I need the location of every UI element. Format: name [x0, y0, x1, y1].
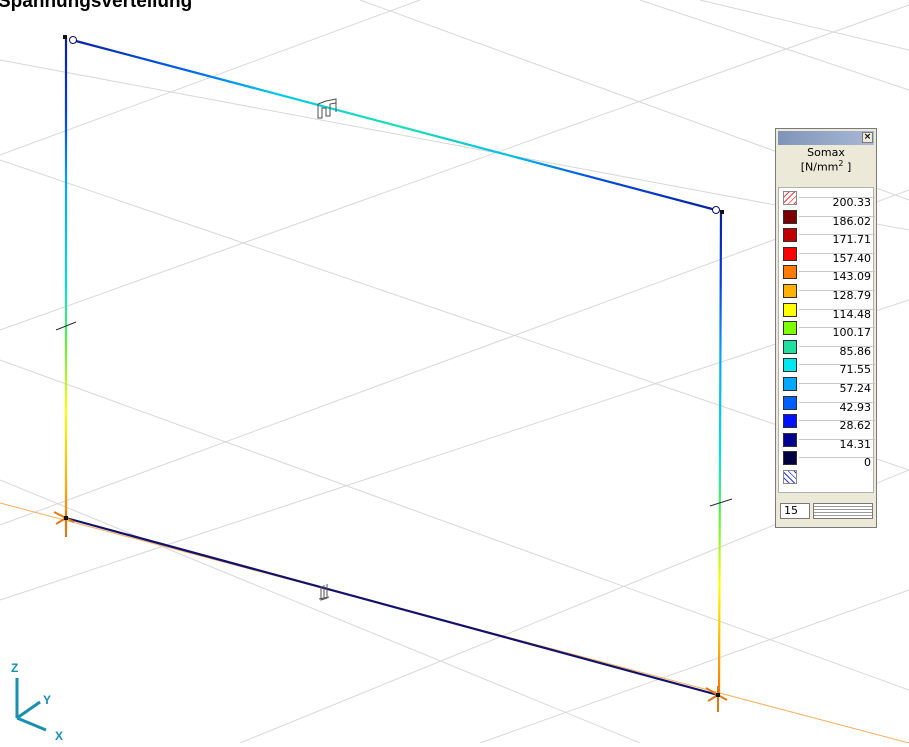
color-legend-panel[interactable]: × Somax [N/mm2 ] 200.33 186.02 171.71 157.4…: [775, 128, 877, 528]
legend-divider: [799, 364, 875, 366]
legend-unit-sup: 2: [838, 159, 844, 168]
legend-row: 14.31: [783, 432, 875, 451]
node-left-base: [64, 516, 68, 520]
legend-value: 28.62: [839, 419, 872, 433]
legend-swatch[interactable]: [783, 246, 797, 261]
legend-row: 71.55: [783, 357, 875, 377]
legend-divider: [799, 438, 875, 440]
legend-swatch[interactable]: [783, 377, 797, 391]
legend-heading: Somax: [807, 146, 845, 159]
legend-row: 200.33: [783, 190, 875, 209]
legend-divider: [799, 420, 875, 422]
legend-row: 100.17: [783, 320, 875, 340]
legend-divider: [799, 457, 875, 459]
legend-divider: [799, 234, 875, 236]
legend-swatch[interactable]: [783, 302, 797, 317]
legend-swatch-end[interactable]: [783, 470, 797, 484]
legend-divider: [799, 308, 875, 310]
legend-value: 128.79: [832, 289, 872, 302]
legend-row-end: [783, 469, 875, 486]
legend-divider: [799, 252, 875, 254]
axis-y-label: Y: [43, 693, 51, 707]
legend-swatch[interactable]: [783, 451, 797, 466]
legend-value: 200.33: [832, 196, 872, 209]
legend-row: 85.86: [783, 339, 875, 358]
legend-swatch[interactable]: [783, 191, 797, 205]
legend-value: 0: [864, 456, 871, 470]
legend-row: 157.40: [783, 246, 875, 265]
legend-value: 14.31: [839, 437, 872, 451]
legend-swatch[interactable]: [783, 339, 797, 354]
legend-swatch[interactable]: [783, 358, 797, 373]
hinge-markers: [63, 35, 724, 214]
frame-members[interactable]: [64, 38, 723, 697]
section-symbol-top-icon[interactable]: [317, 98, 337, 119]
legend-row: 143.09: [783, 264, 875, 284]
legend-value: 171.71: [832, 233, 872, 247]
member-ticks: [55, 321, 733, 507]
legend-unit-suffix: ]: [843, 160, 852, 174]
legend-swatch[interactable]: [783, 209, 797, 224]
legend-row: 57.24: [783, 376, 875, 395]
legend-unit-prefix: [N/mm: [800, 160, 839, 174]
support-left-icon: [53, 511, 75, 537]
legend-value: 71.55: [839, 363, 872, 377]
legend-row: 0: [783, 450, 875, 470]
legend-value: 114.48: [832, 307, 872, 321]
legend-divider: [799, 345, 875, 347]
legend-row: 114.48: [783, 302, 875, 321]
legend-scale: 200.33 186.02 171.71 157.40 143.09 128.79 114.…: [778, 187, 875, 493]
legend-value: 157.40: [832, 251, 872, 265]
legend-value: 100.17: [832, 326, 872, 340]
node-right-base: [716, 693, 720, 697]
legend-divider: [799, 197, 875, 198]
legend-divider: [799, 383, 875, 384]
axis-z-label: Z: [11, 661, 18, 675]
legend-value: 42.93: [839, 400, 872, 414]
color-count-input[interactable]: 15: [780, 503, 810, 519]
close-icon[interactable]: ×: [862, 132, 873, 143]
legend-row: 128.79: [783, 283, 875, 302]
legend-divider: [799, 290, 875, 291]
legend-row: 171.71: [783, 227, 875, 247]
legend-value: 186.02: [832, 214, 872, 228]
legend-swatch[interactable]: [783, 414, 797, 429]
legend-value: 85.86: [839, 344, 872, 358]
legend-footer: 15: [778, 502, 874, 520]
bottom-beam[interactable]: [65, 516, 719, 697]
legend-unit: [N/mm2 ]: [776, 158, 876, 174]
legend-swatch[interactable]: [783, 265, 797, 280]
axis-x-label: X: [55, 729, 63, 743]
legend-swatch[interactable]: [783, 284, 797, 298]
legend-divider: [799, 327, 875, 329]
legend-titlebar[interactable]: ×: [778, 131, 874, 145]
legend-row: 186.02: [783, 209, 875, 228]
right-column[interactable]: [717, 211, 723, 696]
legend-value: 143.09: [832, 270, 872, 284]
legend-row: 28.62: [783, 413, 875, 433]
page-title: Spannungsverteilung: [0, 0, 193, 12]
legend-swatch[interactable]: [783, 432, 797, 447]
axis-triad-icon: Z Y X: [11, 661, 63, 743]
legend-swatch[interactable]: [783, 395, 797, 410]
legend-divider: [799, 401, 875, 403]
top-beam[interactable]: [71, 38, 717, 212]
legend-row: 42.93: [783, 395, 875, 414]
legend-swatch[interactable]: [783, 321, 797, 336]
color-count-slider[interactable]: [813, 503, 873, 519]
legend-value: 57.24: [839, 382, 872, 395]
support-right-icon: [705, 686, 728, 712]
section-symbol-bottom-icon[interactable]: [318, 584, 330, 601]
legend-divider: [799, 215, 875, 217]
legend-swatch[interactable]: [783, 228, 797, 243]
legend-divider: [799, 271, 875, 273]
